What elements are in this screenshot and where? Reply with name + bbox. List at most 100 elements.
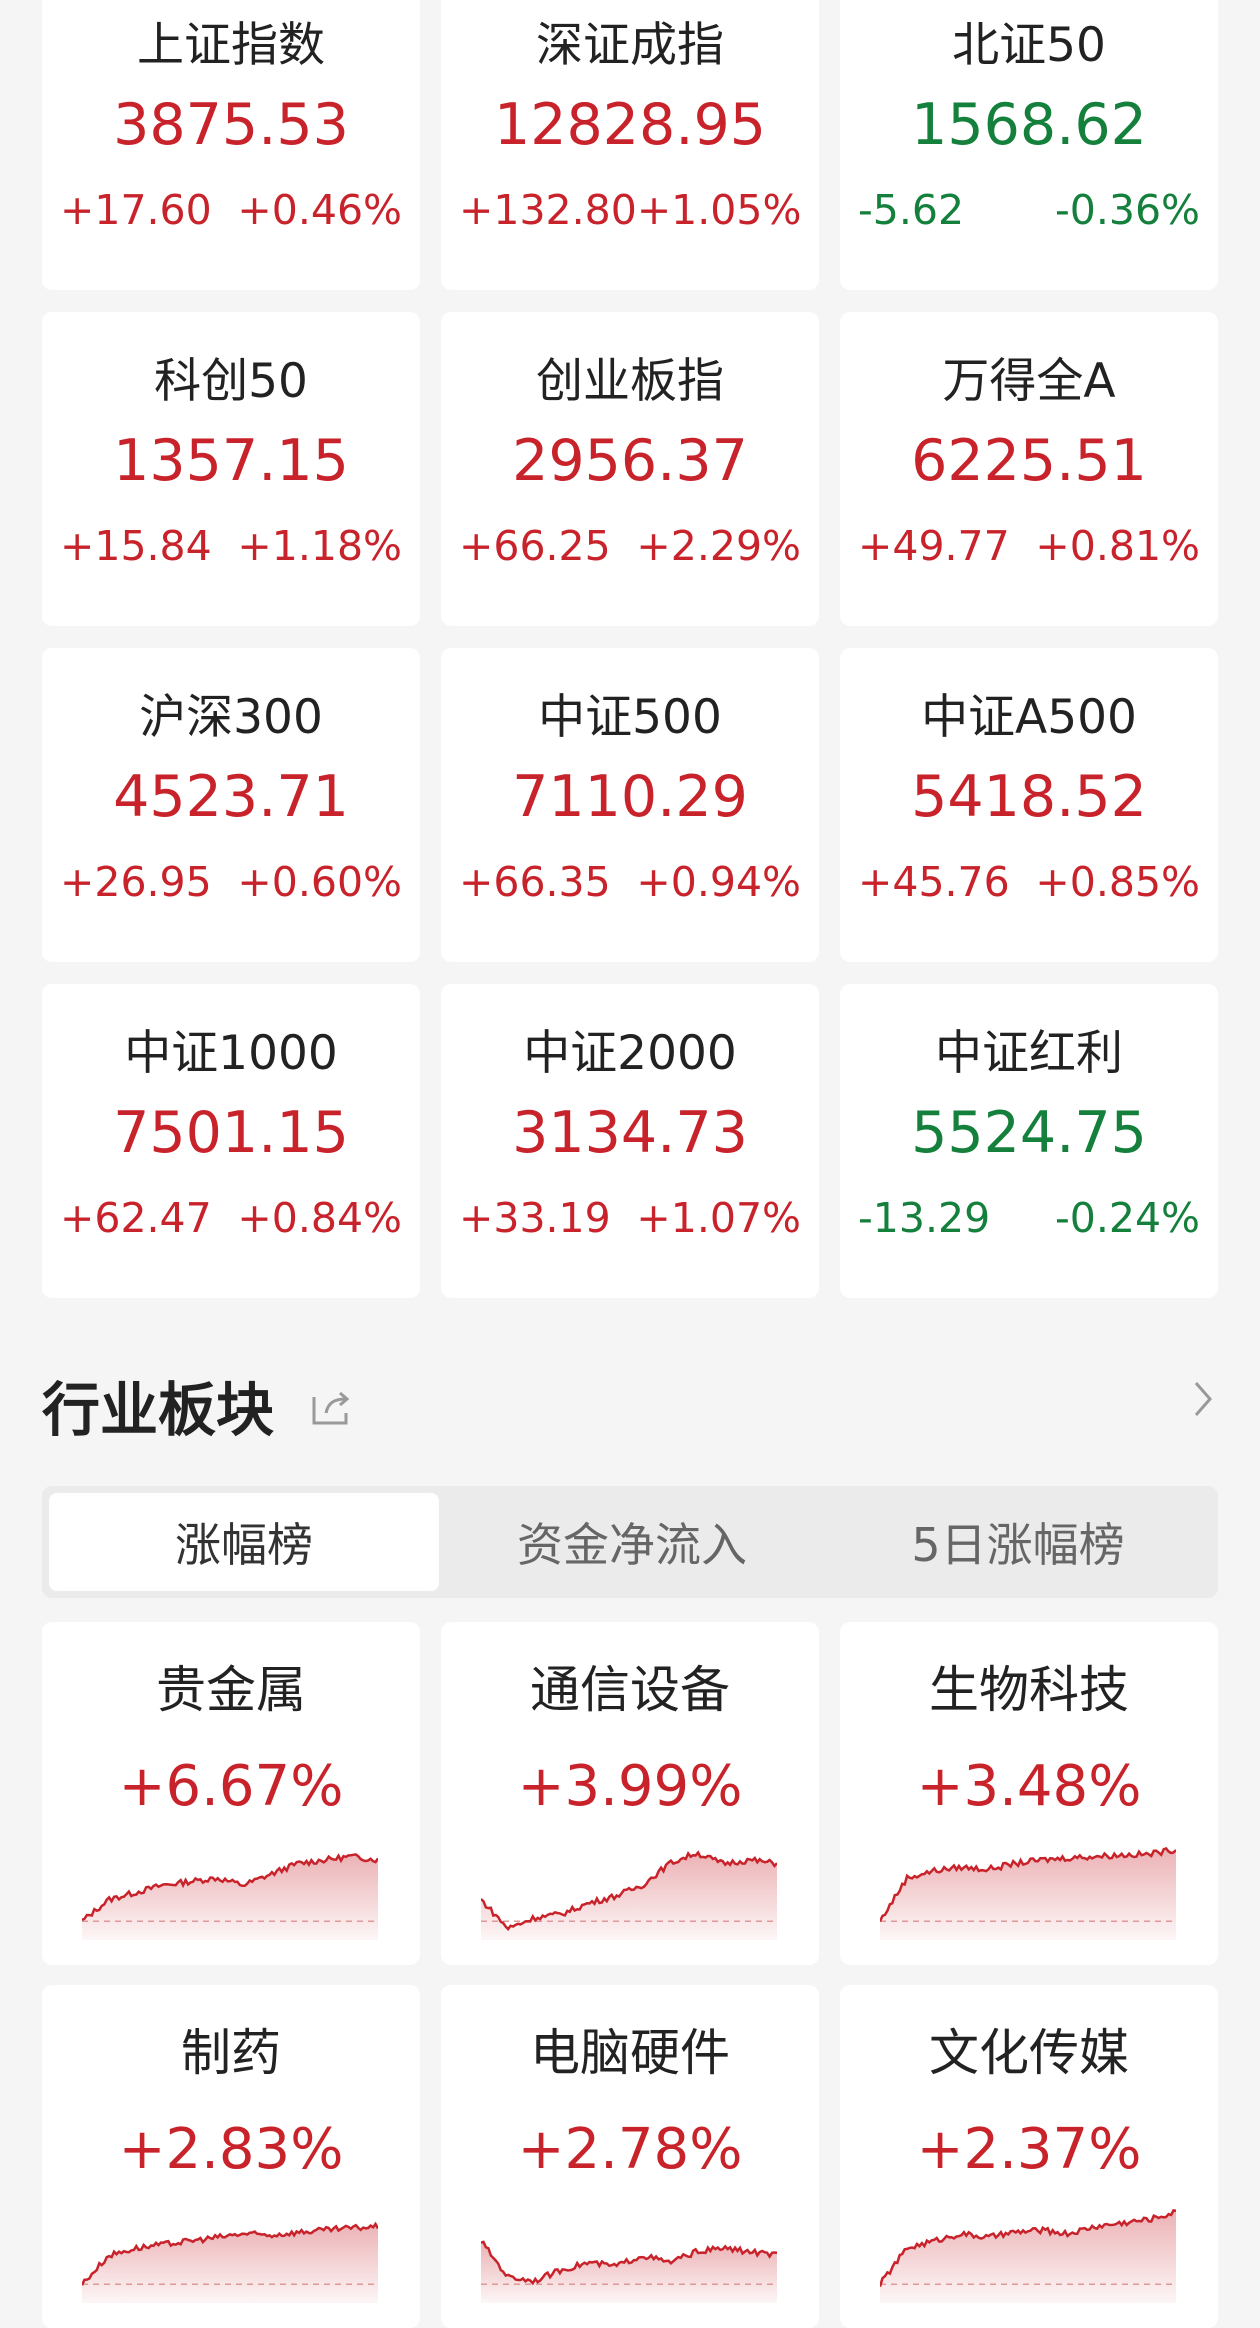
tab-1[interactable]: 资金净流入 [517, 1518, 747, 1572]
sector-name: 贵金属 [156, 1661, 306, 1719]
index-value: 6225.51 [911, 428, 1147, 494]
sparkline-line [82, 2221, 378, 2286]
index-card[interactable]: 中证1000 7501.15 +62.47 +0.84% [42, 984, 420, 1298]
sector-card[interactable]: 通信设备 +3.99% [441, 1622, 819, 1965]
sector-name: 制药 [181, 2024, 281, 2082]
share-icon[interactable] [310, 1383, 354, 1427]
index-change: +132.80 [459, 186, 637, 234]
index-card[interactable]: 深证成指 12828.95 +132.80 +1.05% [441, 0, 819, 290]
sparkline-area [880, 1848, 1176, 1940]
index-change: +66.25 [459, 522, 611, 570]
index-card[interactable]: 中证2000 3134.73 +33.19 +1.07% [441, 984, 819, 1298]
sector-sparkline [481, 1850, 777, 1940]
sector-sparkline [82, 1853, 378, 1940]
sector-grid: 贵金属 +6.67% 通信设备 +3.99% 生物科技 +3.48% 制药 +2… [42, 1622, 1218, 2328]
tab-0[interactable]: 涨幅榜 [49, 1493, 439, 1591]
index-change-pct: +0.46% [237, 186, 402, 234]
sector-card[interactable]: 电脑硬件 +2.78% [441, 1985, 819, 2328]
sector-name: 通信设备 [530, 1661, 730, 1719]
index-name: 上证指数 [137, 18, 325, 73]
index-value: 5418.52 [911, 764, 1147, 830]
index-name: 创业板指 [536, 354, 724, 409]
index-change: +26.95 [60, 858, 212, 906]
index-grid: 上证指数 3875.53 +17.60 +0.46% 深证成指 12828.95 … [42, 0, 1218, 1310]
sparkline-line [481, 1850, 777, 1932]
sparkline-line [481, 2240, 777, 2286]
sector-tabs: 涨幅榜 资金净流入 5日涨幅榜 [42, 1486, 1218, 1598]
index-change: +33.19 [459, 1194, 611, 1242]
index-value: 1357.15 [113, 428, 349, 494]
sector-name: 文化传媒 [929, 2024, 1129, 2082]
index-value: 5524.75 [911, 1100, 1147, 1166]
index-change-pct: +0.85% [1035, 858, 1200, 906]
index-change: +15.84 [60, 522, 212, 570]
sector-card[interactable]: 制药 +2.83% [42, 1985, 420, 2328]
index-change-pct: +1.07% [636, 1194, 801, 1242]
sparkline-line [880, 1846, 1176, 1922]
index-change-pct: +0.81% [1035, 522, 1200, 570]
sector-name: 生物科技 [929, 1661, 1129, 1719]
sector-card[interactable]: 生物科技 +3.48% [840, 1622, 1218, 1965]
index-name: 北证50 [952, 18, 1106, 73]
sector-name: 电脑硬件 [530, 2024, 730, 2082]
index-name: 中证500 [538, 690, 722, 745]
index-value: 4523.71 [113, 764, 349, 830]
index-change-pct: +1.05% [636, 186, 802, 234]
sector-section-header: 行业板块 [42, 1365, 1218, 1445]
sector-sparkline [880, 2209, 1176, 2303]
sector-change-pct: +3.99% [517, 1754, 743, 1819]
index-value: 3875.53 [113, 92, 349, 158]
index-change: -5.62 [858, 186, 965, 234]
sector-change-pct: +3.48% [916, 1754, 1142, 1819]
index-card[interactable]: 中证红利 5524.75 -13.29 -0.24% [840, 984, 1218, 1298]
index-change: +17.60 [60, 186, 212, 234]
sector-change-pct: +6.67% [118, 1754, 344, 1819]
sector-change-pct: +2.83% [118, 2117, 344, 2182]
sparkline-line [880, 2209, 1176, 2288]
section-title: 行业板块 [42, 1376, 275, 1444]
sparkline-area [82, 1854, 378, 1940]
sparkline-area [82, 2224, 378, 2303]
index-value: 7501.15 [113, 1100, 349, 1166]
index-value: 1568.62 [911, 92, 1147, 158]
index-change: -13.29 [858, 1194, 991, 1242]
sparkline-line [82, 1853, 378, 1922]
index-card[interactable]: 中证A500 5418.52 +45.76 +0.85% [840, 648, 1218, 962]
index-change-pct: +0.60% [237, 858, 402, 906]
index-change-pct: +0.94% [636, 858, 801, 906]
index-value: 3134.73 [512, 1100, 748, 1166]
index-name: 中证1000 [124, 1026, 338, 1081]
tab-2[interactable]: 5日涨幅榜 [911, 1518, 1125, 1572]
sector-change-pct: +2.78% [517, 2117, 743, 2182]
sparkline-area [880, 2210, 1176, 2303]
sector-card[interactable]: 文化传媒 +2.37% [840, 1985, 1218, 2328]
sector-change-pct: +2.37% [916, 2117, 1142, 2182]
sparkline-area [481, 1852, 777, 1940]
index-name: 深证成指 [536, 18, 724, 73]
index-change: +62.47 [60, 1194, 212, 1242]
index-card[interactable]: 中证500 7110.29 +66.35 +0.94% [441, 648, 819, 962]
index-card[interactable]: 沪深300 4523.71 +26.95 +0.60% [42, 648, 420, 962]
sector-sparkline [481, 2240, 777, 2303]
index-change-pct: -0.24% [1054, 1194, 1200, 1242]
chevron-right-icon[interactable] [1188, 1377, 1218, 1433]
index-card[interactable]: 上证指数 3875.53 +17.60 +0.46% [42, 0, 420, 290]
index-value: 12828.95 [494, 92, 766, 158]
index-name: 中证红利 [935, 1026, 1123, 1081]
index-change-pct: +1.18% [237, 522, 402, 570]
index-card[interactable]: 北证50 1568.62 -5.62 -0.36% [840, 0, 1218, 290]
index-name: 科创50 [154, 354, 308, 409]
index-value: 2956.37 [512, 428, 748, 494]
index-change: +49.77 [858, 522, 1010, 570]
index-change-pct: +0.84% [237, 1194, 402, 1242]
index-name: 万得全A [942, 354, 1116, 409]
index-card[interactable]: 科创50 1357.15 +15.84 +1.18% [42, 312, 420, 626]
index-card[interactable]: 创业板指 2956.37 +66.25 +2.29% [441, 312, 819, 626]
index-value: 7110.29 [512, 764, 748, 830]
index-name: 中证2000 [523, 1026, 737, 1081]
index-card[interactable]: 万得全A 6225.51 +49.77 +0.81% [840, 312, 1218, 626]
index-name: 沪深300 [139, 690, 323, 745]
sector-sparkline [82, 2221, 378, 2303]
index-change: +66.35 [459, 858, 611, 906]
sector-card[interactable]: 贵金属 +6.67% [42, 1622, 420, 1965]
